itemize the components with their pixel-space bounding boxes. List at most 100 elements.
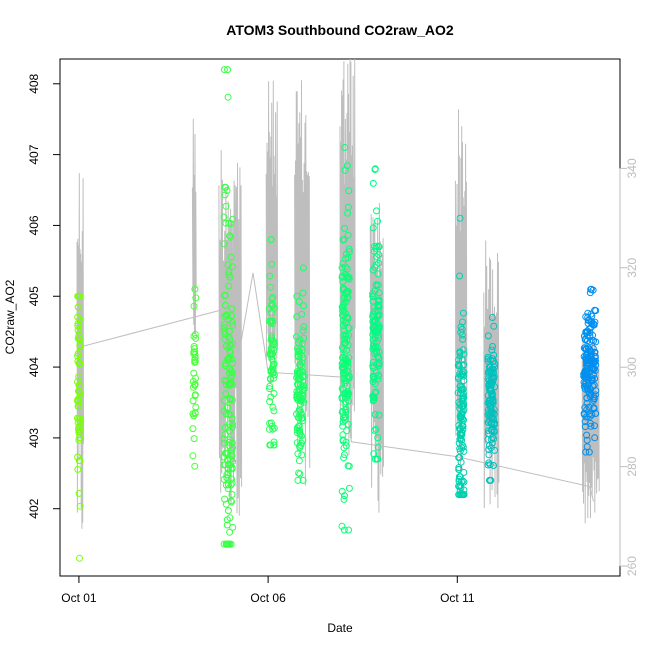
data-point <box>343 294 351 302</box>
data-point <box>299 436 307 444</box>
data-point <box>226 369 233 377</box>
data-point <box>299 264 307 272</box>
data-point <box>223 381 230 389</box>
y-tick-label: 406 <box>27 215 41 235</box>
data-point <box>587 318 595 326</box>
line-connector <box>78 272 594 502</box>
data-point <box>369 342 377 350</box>
data-point <box>191 285 199 293</box>
data-point <box>191 391 199 399</box>
data-point <box>270 340 278 348</box>
data-point <box>74 303 82 311</box>
data-point <box>344 203 352 211</box>
data-point <box>293 333 300 341</box>
data-point <box>229 321 237 329</box>
data-point <box>223 471 231 479</box>
data-point <box>456 435 464 443</box>
data-point <box>221 397 228 405</box>
data-point <box>228 479 236 487</box>
y-axis-right: 260 280 300 320 340 <box>619 158 639 576</box>
data-point <box>298 310 306 318</box>
data-point <box>299 327 307 335</box>
data-point <box>189 425 197 433</box>
data-point <box>375 243 383 251</box>
data-point <box>457 435 465 443</box>
data-point <box>224 485 232 493</box>
data-point <box>345 324 353 332</box>
data-point <box>455 454 463 462</box>
data-point <box>345 273 353 281</box>
data-point <box>341 166 349 174</box>
data-point <box>295 469 303 477</box>
y-tick-label: 407 <box>27 144 41 164</box>
data-point <box>459 415 466 423</box>
data-point <box>191 462 199 470</box>
data-point <box>269 356 277 364</box>
data-point <box>458 331 466 339</box>
data-point <box>455 421 463 429</box>
data-point <box>267 236 275 244</box>
data-point <box>227 455 235 463</box>
data-point <box>371 242 378 250</box>
line-burst-9 <box>581 330 600 524</box>
data-point <box>295 422 303 430</box>
data-point <box>190 348 198 356</box>
data-point <box>76 293 84 300</box>
data-point <box>345 248 353 256</box>
data-point <box>454 375 462 383</box>
data-point <box>488 365 496 373</box>
data-point <box>375 259 383 267</box>
y-tick-label: 408 <box>27 73 41 93</box>
data-point <box>369 224 377 232</box>
data-point <box>341 492 348 500</box>
data-point <box>375 311 383 319</box>
data-point <box>266 398 274 405</box>
data-point <box>224 355 232 362</box>
data-point <box>221 320 229 328</box>
data-point <box>487 444 495 452</box>
data-point <box>340 526 348 534</box>
data-point <box>583 431 591 439</box>
data-point <box>374 331 382 339</box>
data-point <box>586 419 594 427</box>
data-point <box>341 389 349 397</box>
line-burst-1 <box>191 118 197 335</box>
data-point <box>460 469 468 476</box>
data-point <box>75 331 83 339</box>
data-point <box>74 453 82 461</box>
data-point <box>192 403 200 411</box>
data-point <box>266 272 274 280</box>
data-point <box>225 219 233 227</box>
data-point <box>269 368 277 376</box>
data-point <box>458 356 466 364</box>
data-point <box>487 435 495 443</box>
data-point <box>270 304 278 312</box>
data-point <box>298 340 306 347</box>
data-point <box>374 434 382 442</box>
data-point <box>455 477 463 485</box>
data-point <box>459 318 466 326</box>
data-point <box>340 444 348 452</box>
data-point <box>488 314 496 321</box>
data-point <box>345 462 353 470</box>
data-point <box>270 407 278 415</box>
data-point <box>74 334 82 342</box>
data-point <box>590 337 598 345</box>
data-point <box>191 351 199 359</box>
data-point <box>268 332 276 340</box>
data-point <box>459 394 467 402</box>
data-point <box>294 369 302 377</box>
data-point <box>580 383 588 390</box>
data-point <box>373 455 381 463</box>
data-point <box>221 191 229 199</box>
data-point <box>299 386 306 394</box>
data-point <box>221 360 229 368</box>
data-point <box>299 476 307 484</box>
data-point <box>74 326 82 334</box>
data-point <box>222 219 230 227</box>
data-point <box>294 345 301 353</box>
chart-title: ATOM3 Southbound CO2raw_AO2 <box>226 22 454 38</box>
data-point <box>591 318 599 326</box>
data-point <box>369 293 377 301</box>
